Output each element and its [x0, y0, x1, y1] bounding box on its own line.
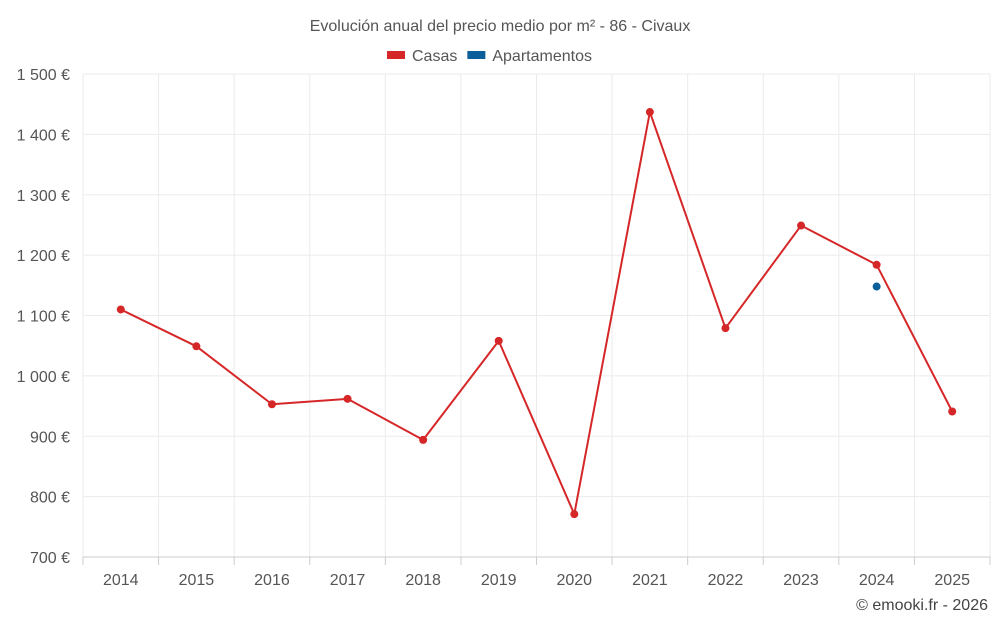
x-tick-label: 2017 — [330, 572, 366, 589]
chart-title: Evolución anual del precio medio por m² … — [310, 18, 691, 35]
x-axis-ticks: 2014 2015 2016 2017 2018 2019 2020 2021 2022 2023… — [103, 572, 970, 589]
axes — [82, 556, 991, 565]
data-point-casas — [267, 400, 276, 409]
y-tick-label: 1 200 € — [17, 248, 70, 265]
y-tick-label: 900 € — [30, 429, 70, 446]
grid-lines — [82, 73, 991, 557]
y-tick-label: 1 100 € — [17, 309, 70, 326]
data-point-casas — [419, 435, 428, 444]
y-tick-label: 800 € — [30, 490, 70, 507]
data-point-casas — [343, 394, 352, 403]
x-tick-label: 2024 — [859, 572, 895, 589]
data-point-casas — [570, 510, 579, 519]
data-point-casas — [872, 260, 881, 269]
legend-label: Apartamentos — [492, 48, 592, 65]
data-point-casas — [192, 342, 201, 351]
data-point-apartamentos — [872, 282, 881, 291]
y-tick-label: 1 000 € — [17, 369, 70, 386]
y-axis-ticks: 700 € 800 € 900 € 1 000 € 1 100 € 1 200 € 1 30… — [17, 67, 70, 567]
x-tick-label: 2021 — [632, 572, 668, 589]
data-point-casas — [116, 305, 125, 314]
credit-text: © emooki.fr - 2026 — [856, 597, 988, 614]
y-tick-label: 1 300 € — [17, 188, 70, 205]
legend-label: Casas — [412, 48, 457, 65]
series-layer — [116, 108, 957, 519]
y-tick-label: 1 400 € — [17, 127, 70, 144]
legend: Casas Apartamentos — [387, 48, 592, 65]
y-tick-label: 1 500 € — [17, 67, 70, 84]
data-point-casas — [721, 324, 730, 333]
x-tick-label: 2020 — [556, 572, 592, 589]
data-point-casas — [797, 221, 806, 230]
x-tick-label: 2014 — [103, 572, 139, 589]
x-tick-label: 2015 — [179, 572, 215, 589]
x-tick-label: 2022 — [708, 572, 744, 589]
x-tick-label: 2023 — [783, 572, 819, 589]
x-tick-label: 2025 — [934, 572, 970, 589]
data-point-casas — [948, 407, 957, 416]
data-point-casas — [494, 336, 503, 345]
data-point-casas — [645, 108, 654, 117]
x-tick-label: 2018 — [405, 572, 441, 589]
y-tick-label: 700 € — [30, 550, 70, 567]
x-tick-label: 2016 — [254, 572, 290, 589]
legend-swatch — [467, 51, 486, 59]
series-line-casas — [120, 111, 954, 516]
legend-swatch — [387, 51, 405, 59]
x-tick-label: 2019 — [481, 572, 517, 589]
